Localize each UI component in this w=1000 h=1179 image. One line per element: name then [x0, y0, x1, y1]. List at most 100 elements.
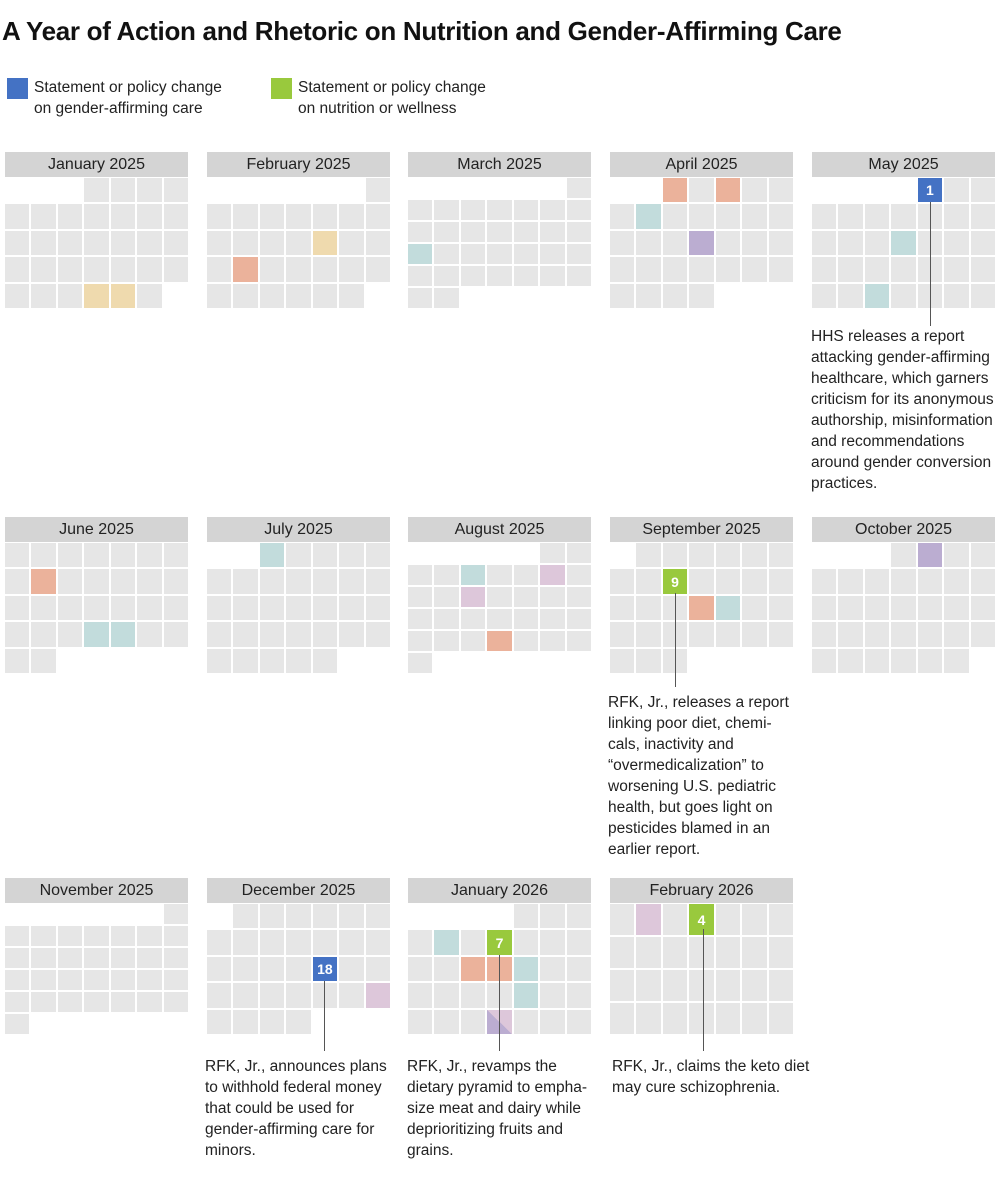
- month-calendar: November 2025: [5, 878, 188, 1034]
- annotation-line: pesticides blamed in an: [608, 820, 770, 837]
- day-cell: [513, 565, 539, 585]
- day-cell: [891, 204, 916, 229]
- day-cell: [838, 648, 863, 673]
- day-cell: [312, 595, 338, 621]
- empty-cell: [58, 649, 82, 673]
- day-cell: [540, 244, 565, 264]
- day-cell: [662, 904, 688, 935]
- day-cell: [864, 622, 890, 647]
- day-cell: [233, 1009, 258, 1034]
- highlighted-day-cell: [487, 631, 512, 651]
- day-cell: [57, 257, 83, 282]
- day-cell: [5, 948, 30, 968]
- day-cell: [540, 587, 565, 607]
- day-cell: [662, 230, 688, 256]
- day-cell: [163, 178, 188, 203]
- day-cell: [286, 648, 311, 673]
- highlighted-day-cell: [84, 622, 109, 647]
- day-cell: [812, 622, 837, 647]
- annotation-may-2025: HHS releases a report attacking gender-a…: [811, 326, 994, 494]
- day-cell: [259, 648, 285, 673]
- day-cell: [610, 230, 635, 256]
- empty-cell: [487, 653, 511, 673]
- month-calendar: October 2025: [812, 517, 995, 673]
- annotation-line: deprioritizing fruits and: [407, 1121, 563, 1138]
- empty-cell: [838, 543, 862, 567]
- annotation-line: HHS releases a report: [811, 328, 965, 345]
- day-cell: [110, 970, 136, 990]
- day-cell: [566, 587, 591, 607]
- empty-cell: [434, 178, 458, 198]
- day-cell: [339, 543, 364, 568]
- empty-cell: [540, 178, 564, 198]
- day-cell: [768, 543, 793, 568]
- empty-cell: [610, 178, 634, 202]
- month-header: March 2025: [408, 152, 591, 177]
- day-cell: [864, 257, 890, 282]
- day-cell: [944, 595, 969, 621]
- day-cell: [838, 204, 863, 229]
- annotation-line: linking poor diet, chemi-: [608, 715, 772, 732]
- day-cell: [768, 1003, 793, 1034]
- annotation-line: RFK, Jr., announces plans: [205, 1058, 387, 1075]
- day-cell: [31, 230, 56, 256]
- highlighted-day-cell: [689, 230, 714, 256]
- highlighted-day-cell: [434, 930, 459, 955]
- day-cell: [5, 283, 30, 308]
- chart-title: A Year of Action and Rhetoric on Nutriti…: [2, 16, 842, 46]
- day-cell: [540, 631, 565, 651]
- day-cell: [460, 609, 486, 629]
- day-cell: [339, 283, 364, 308]
- annotation-line: practices.: [811, 475, 878, 492]
- day-cell: [57, 992, 83, 1012]
- empty-cell: [434, 543, 458, 563]
- annotation-line: authorship, misinformation: [811, 412, 993, 429]
- month-header: January 2025: [5, 152, 188, 177]
- day-cell: [339, 595, 364, 621]
- highlighted-day-cell: [84, 283, 109, 308]
- day-cell: [944, 204, 969, 229]
- day-cell: [233, 230, 258, 256]
- day-cell: [84, 230, 109, 256]
- day-cell: [259, 283, 285, 308]
- day-cell: [891, 595, 916, 621]
- empty-cell: [164, 284, 188, 308]
- day-cell: [259, 930, 285, 955]
- day-cell: [233, 283, 258, 308]
- day-cell: [137, 948, 162, 968]
- empty-cell: [514, 178, 538, 198]
- day-cell: [233, 569, 258, 594]
- highlighted-day-cell: [513, 956, 539, 982]
- day-cell: [408, 930, 433, 955]
- empty-cell: [487, 904, 511, 928]
- month-day-grid: [5, 543, 188, 673]
- annotation-line: RFK, Jr., revamps the: [407, 1058, 557, 1075]
- legend-label-line: on gender-affirming care: [34, 100, 203, 117]
- day-cell: [838, 569, 863, 594]
- day-cell: [838, 595, 863, 621]
- day-cell: [408, 222, 433, 242]
- empty-cell: [540, 288, 564, 308]
- day-cell: [838, 283, 863, 308]
- day-cell: [610, 904, 635, 935]
- empty-cell: [111, 649, 135, 673]
- empty-cell: [461, 904, 485, 928]
- day-cell: [715, 622, 741, 647]
- day-cell: [233, 904, 258, 929]
- empty-cell: [58, 904, 82, 924]
- day-cell: [207, 595, 232, 621]
- day-cell: [566, 609, 591, 629]
- day-cell: [5, 648, 30, 673]
- annotation-line: criticism for its anonymous: [811, 391, 994, 408]
- day-cell: [233, 930, 258, 955]
- day-cell: [110, 595, 136, 621]
- highlighted-day-cell: [513, 983, 539, 1008]
- legend-label: Statement or policy change on nutrition …: [298, 77, 486, 119]
- day-cell: [207, 930, 232, 955]
- month-calendar: February 2026 4: [610, 878, 793, 1034]
- month-header: June 2025: [5, 517, 188, 542]
- day-cell: [259, 956, 285, 982]
- day-cell: [768, 904, 793, 935]
- day-cell: [286, 204, 311, 229]
- day-cell: [57, 543, 83, 568]
